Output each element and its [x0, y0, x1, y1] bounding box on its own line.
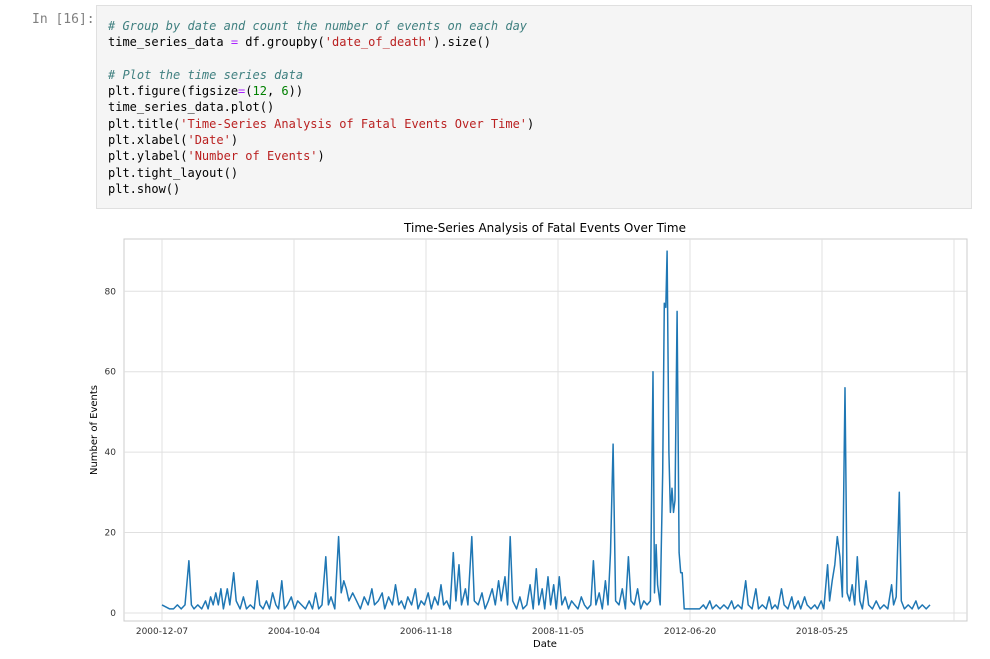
- code-string: 'Date': [187, 133, 231, 148]
- y-tick-label: 60: [105, 368, 117, 378]
- x-tick-label: 2004-10-04: [268, 627, 321, 637]
- code-string: 'Number of Events': [187, 149, 318, 164]
- x-tick-label: 2018-05-25: [796, 627, 848, 637]
- x-tick-label: 2000-12-07: [136, 627, 188, 637]
- code-token: ).size(): [433, 35, 491, 50]
- x-tick-label: 2012-06-20: [664, 627, 717, 637]
- cell-output: 0 20 40 60 80 2000-12-07 2004-10-04 2006-11-18…: [82, 215, 982, 659]
- y-tick-labels: 0 20 40 60 80: [105, 287, 117, 619]
- time-series-chart: 0 20 40 60 80 2000-12-07 2004-10-04 2006-11-18…: [89, 221, 968, 650]
- code-token: ,: [266, 84, 282, 99]
- code-string: 'date_of_death': [324, 35, 434, 50]
- x-gridlines: [161, 239, 955, 621]
- y-tick-label: 80: [105, 287, 117, 297]
- code-comment: # Group by date and count the number of …: [108, 19, 528, 33]
- code-token: plt.figure(figsize: [108, 84, 239, 99]
- code-token: )): [288, 84, 304, 99]
- code-string: 'Time-Series Analysis of Fatal Events Ov…: [180, 116, 528, 131]
- chart-title: Time-Series Analysis of Fatal Events Ove…: [403, 221, 686, 235]
- code-operator: =: [238, 84, 246, 99]
- code-token: ): [317, 149, 325, 164]
- code-token: ): [230, 133, 239, 148]
- code-token: df.groupby(: [245, 35, 325, 50]
- x-tick-label: 2008-11-05: [532, 627, 584, 637]
- code-number: 12: [252, 84, 267, 99]
- plot-area: [123, 238, 968, 622]
- series-line: [161, 250, 931, 610]
- y-tick-label: 20: [105, 529, 117, 539]
- code-editor[interactable]: # Group by date and count the number of …: [108, 18, 534, 197]
- code-token: ): [527, 116, 535, 131]
- code-token: plt.show(): [108, 181, 181, 196]
- code-token: plt.title(: [108, 116, 181, 131]
- code-cell-input[interactable]: # Group by date and count the number of …: [96, 5, 972, 209]
- x-tick-label: 2006-11-18: [400, 627, 453, 637]
- code-number: 6: [281, 84, 289, 99]
- cell-prompt: In [16]:: [32, 12, 95, 27]
- code-token: plt.tight_layout(): [108, 165, 239, 180]
- code-comment: # Plot the time series data: [108, 67, 304, 82]
- code-operator: =: [223, 35, 246, 50]
- code-token: plt.xlabel(: [108, 133, 188, 148]
- code-token: plt.ylabel(: [108, 149, 188, 164]
- x-axis-label: Date: [533, 639, 557, 650]
- y-axis-label: Number of Events: [89, 385, 100, 475]
- code-token: time_series_data: [108, 35, 224, 50]
- y-tick-label: 0: [110, 609, 116, 619]
- code-token: time_series_data.plot(): [108, 100, 275, 115]
- x-tick-labels: 2000-12-07 2004-10-04 2006-11-18 2008-11-05…: [136, 627, 848, 637]
- code-token: (: [245, 84, 253, 99]
- y-gridlines: [124, 290, 967, 614]
- y-tick-label: 40: [105, 448, 117, 458]
